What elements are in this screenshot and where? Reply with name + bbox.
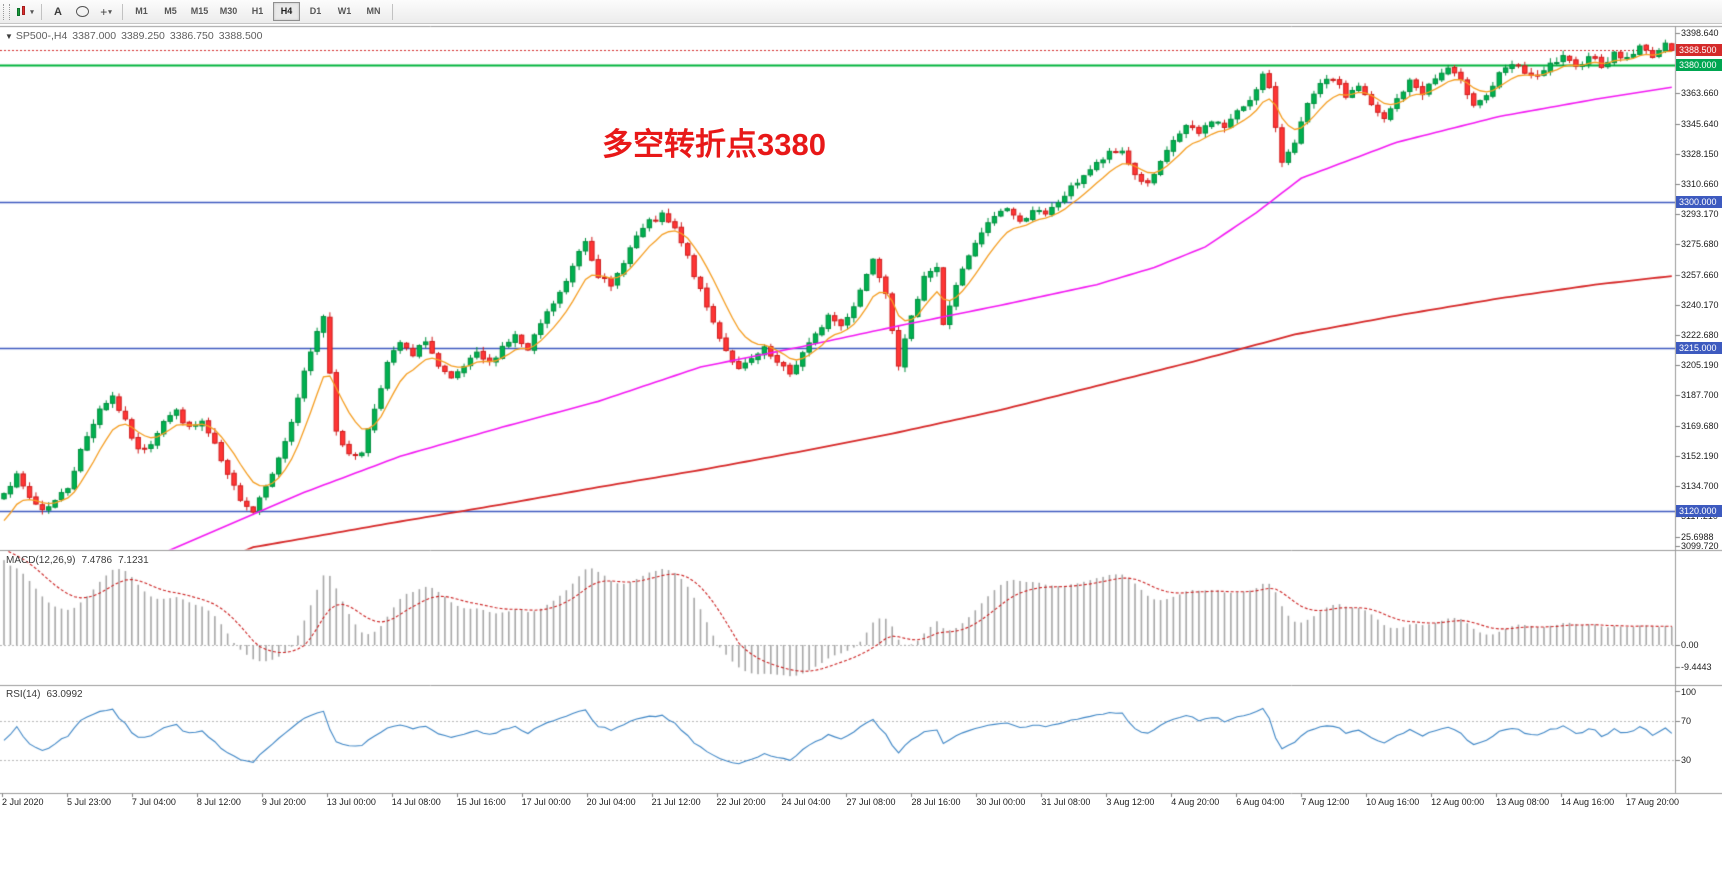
chevron-down-icon: ▾ [108, 8, 112, 16]
rsi-value: 63.0992 [46, 689, 83, 700]
time-axis-label: 27 Jul 08:00 [846, 797, 896, 807]
price-axis-label: 3152.190 [1681, 450, 1719, 461]
crosshair-tool-button[interactable]: + ▾ [95, 2, 117, 22]
toolbar-separator [122, 3, 123, 20]
time-axis-label: 31 Jul 08:00 [1041, 797, 1091, 807]
text-label-tool-button[interactable]: A [54, 5, 62, 18]
price-badge-3120.000: 3120.000 [1676, 505, 1722, 518]
time-axis-label: 22 Jul 20:00 [716, 797, 766, 807]
macd-name: MACD(12,26,9) [6, 555, 76, 566]
timeframe-button-m30[interactable]: M30 [219, 6, 238, 16]
collapse-indicator-icon[interactable]: ▼ [5, 32, 13, 41]
time-axis-label: 24 Jul 04:00 [781, 797, 831, 807]
price-axis-label: 3134.700 [1681, 480, 1719, 491]
toolbar: ▾ A + ▾ M1 M5 M15 M30 H1 H4 D1 W1 MN [0, 0, 1722, 24]
time-axis-label: 9 Jul 20:00 [261, 797, 306, 807]
rsi-axis-label: 30 [1681, 755, 1692, 766]
price-badge-3215.000: 3215.000 [1676, 342, 1722, 355]
time-axis-label: 28 Jul 16:00 [911, 797, 961, 807]
timeframe-button-d1[interactable]: D1 [309, 6, 322, 16]
close-value: 3388.500 [218, 30, 263, 42]
timeframe-button-mn[interactable]: MN [366, 6, 381, 16]
time-axis-label: 3 Aug 12:00 [1106, 797, 1155, 807]
time-axis-label: 14 Aug 16:00 [1561, 797, 1615, 807]
timeframe-button-m15[interactable]: M15 [190, 6, 209, 16]
rsi-indicator-label: RSI(14) 63.0992 [6, 689, 83, 700]
macd-main-value: 7.4786 [81, 555, 113, 566]
price-badge-3300.000: 3300.000 [1676, 196, 1722, 209]
rsi-axis-label: 100 [1681, 687, 1697, 697]
timeframe-button-w1[interactable]: W1 [337, 6, 352, 16]
timeframe-button-h1[interactable]: H1 [251, 6, 264, 16]
timeframe-button-h4[interactable]: H4 [273, 2, 300, 21]
time-axis-label: 13 Aug 08:00 [1496, 797, 1550, 807]
macd-indicator-label: MACD(12,26,9) 7.4786 7.1231 [6, 555, 149, 566]
timeframe-button-m1[interactable]: M1 [135, 6, 148, 16]
time-axis-label: 7 Jul 04:00 [131, 797, 176, 807]
macd-axis-label: -9.4443 [1681, 661, 1712, 672]
time-axis-label: 6 Aug 04:00 [1236, 797, 1285, 807]
macd-axis-label: 25.6988 [1681, 532, 1714, 543]
time-axis-label: 15 Jul 16:00 [456, 797, 506, 807]
price-axis-label: 3222.680 [1681, 329, 1719, 340]
toolbar-separator [41, 3, 42, 20]
time-axis-label: 14 Jul 08:00 [391, 797, 441, 807]
ellipse-shape-icon [75, 6, 89, 17]
timeframe-toolbar: M1 M5 M15 M30 H1 H4 D1 W1 MN [127, 2, 388, 21]
macd-axis-label: 0.00 [1681, 640, 1699, 650]
price-axis-label: 3099.720 [1681, 541, 1719, 551]
price-axis-label: 3205.190 [1681, 359, 1719, 370]
chart-annotation-text: 多空转折点3380 [602, 127, 826, 162]
time-axis-label: 2 Jul 2020 [2, 797, 44, 807]
time-axis-label: 30 Jul 00:00 [976, 797, 1026, 807]
time-axis-label: 13 Jul 00:00 [326, 797, 376, 807]
price-badge-3380.000: 3380.000 [1676, 58, 1722, 71]
shapes-tool-button[interactable] [71, 2, 93, 22]
symbol-period-label: SP500-,H4 [15, 30, 68, 42]
price-axis-label: 3275.680 [1681, 239, 1719, 250]
toolbar-grip[interactable] [3, 3, 10, 20]
chart-type-button[interactable]: ▾ [14, 2, 36, 22]
price-axis-label: 3363.660 [1681, 88, 1719, 99]
price-axis-label: 3257.660 [1681, 269, 1719, 280]
chevron-down-icon: ▾ [30, 8, 34, 16]
time-axis-label: 17 Aug 20:00 [1626, 797, 1680, 807]
macd-signal-value: 7.1231 [118, 555, 149, 566]
toolbar-separator [392, 3, 393, 20]
time-axis-label: 8 Jul 12:00 [196, 797, 241, 807]
price-axis-label: 3398.640 [1681, 28, 1719, 38]
price-badge-3388.500: 3388.500 [1676, 44, 1722, 57]
price-axis-label: 3310.660 [1681, 178, 1719, 189]
time-axis-label: 4 Aug 20:00 [1171, 797, 1220, 807]
price-axis-label: 3328.150 [1681, 148, 1719, 159]
timeframe-button-m5[interactable]: M5 [164, 6, 177, 16]
price-axis-label: 3345.640 [1681, 118, 1719, 129]
open-value: 3387.000 [72, 30, 117, 42]
candlestick-chart-icon [16, 5, 29, 18]
time-axis-label: 17 Jul 00:00 [521, 797, 571, 807]
time-axis-label: 21 Jul 12:00 [651, 797, 701, 807]
rsi-name: RSI(14) [6, 689, 41, 700]
high-value: 3389.250 [121, 30, 165, 42]
price-axis-label: 3187.700 [1681, 390, 1719, 400]
chart-title: ▼ SP500-,H4 3387.000 3389.250 3386.750 3388.5… [5, 30, 262, 42]
time-axis-label: 20 Jul 04:00 [586, 797, 636, 807]
price-axis-label: 3169.680 [1681, 420, 1719, 431]
rsi-axis-label: 70 [1681, 715, 1692, 726]
time-axis-label: 5 Jul 23:00 [66, 797, 111, 807]
time-axis-label: 12 Aug 00:00 [1431, 797, 1485, 807]
price-axis-label: 3293.170 [1681, 209, 1719, 219]
crosshair-icon: + [100, 4, 108, 19]
price-axis-label: 3240.170 [1681, 299, 1719, 310]
low-value: 3386.750 [169, 30, 214, 42]
time-axis-label: 7 Aug 12:00 [1301, 797, 1350, 807]
time-axis-label: 10 Aug 16:00 [1366, 797, 1420, 807]
